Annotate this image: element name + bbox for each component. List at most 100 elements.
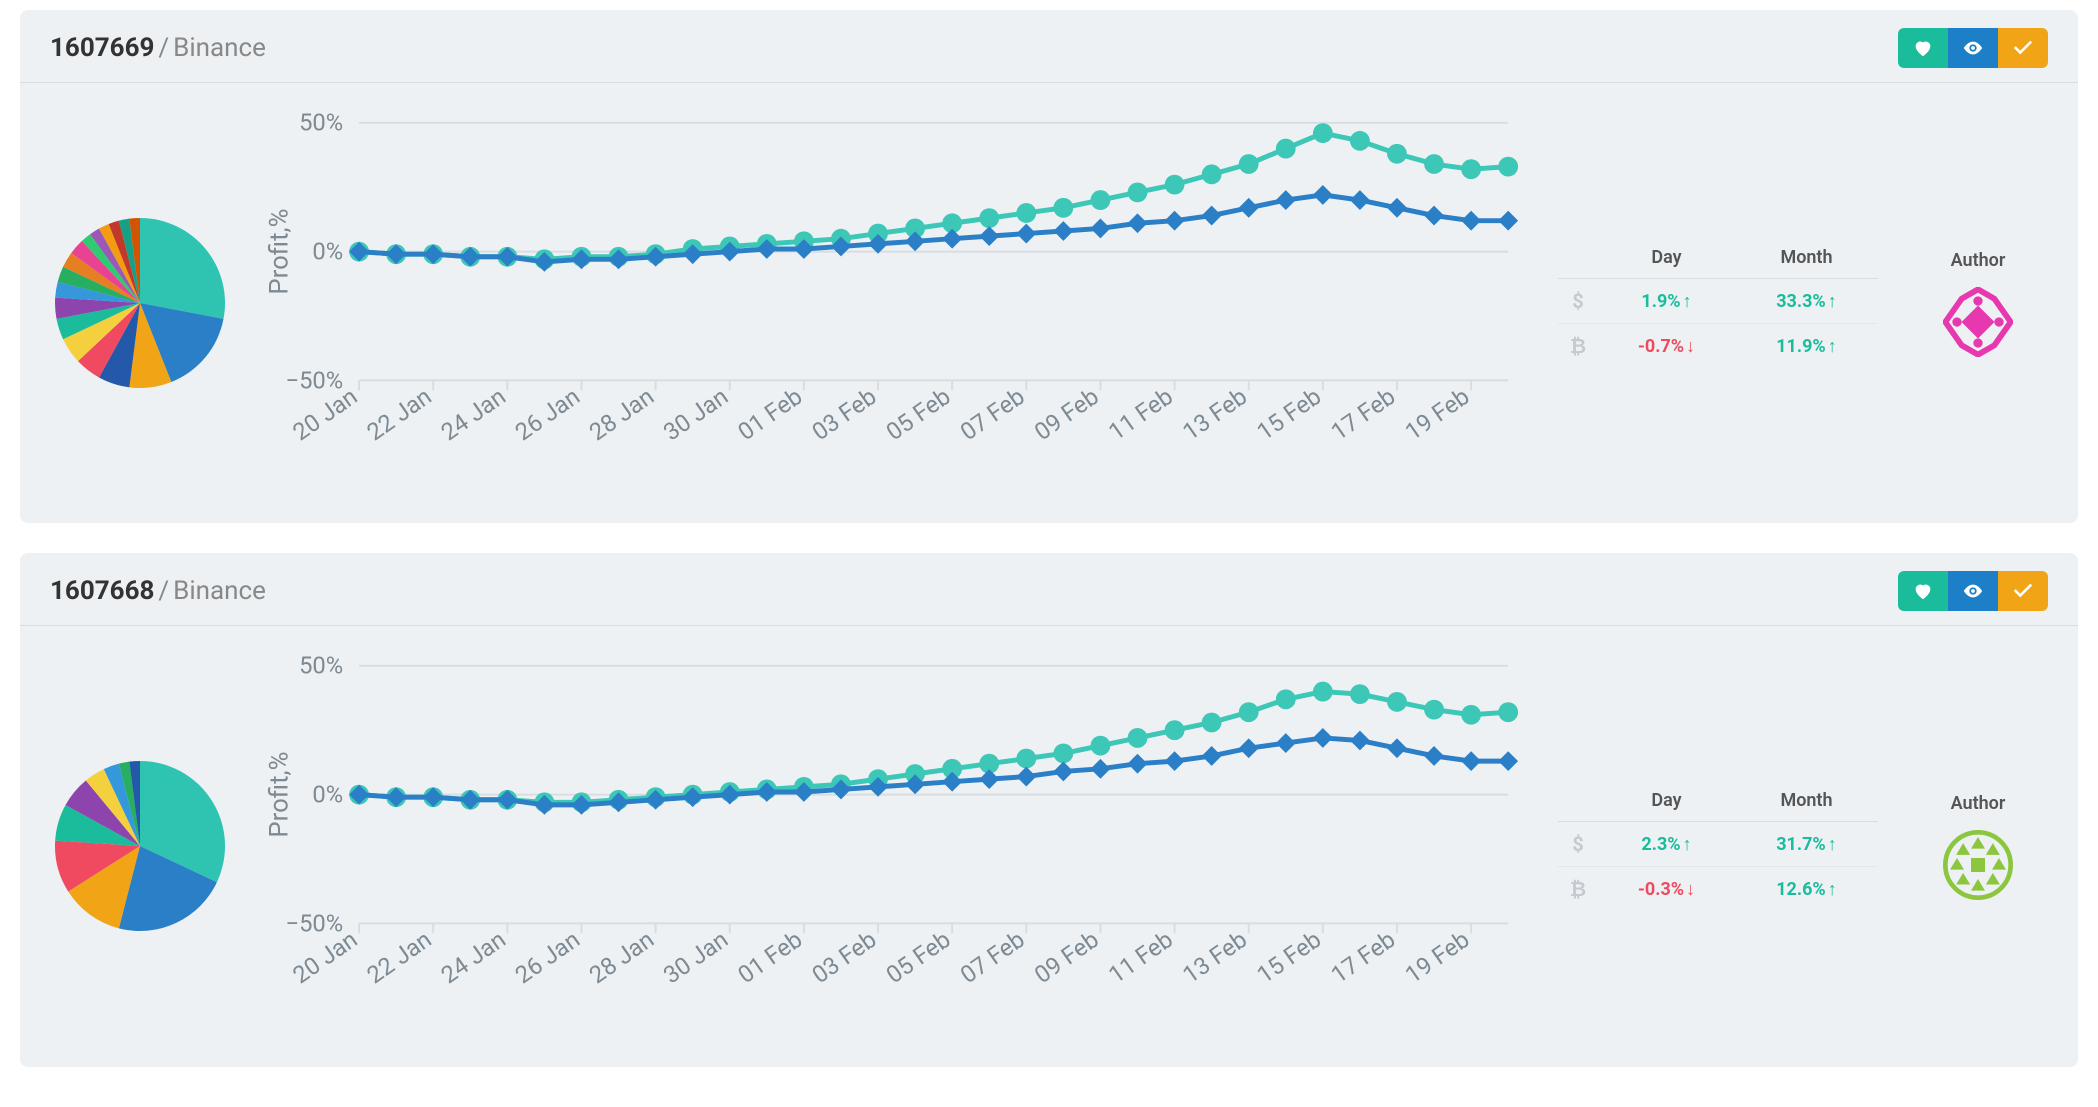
svg-text:17 Feb: 17 Feb [1326, 925, 1401, 989]
arrow-up-icon: ↑ [1828, 336, 1837, 357]
allocation-pie-chart [50, 218, 230, 388]
arrow-up-icon: ↑ [1828, 879, 1837, 900]
svg-text:30 Jan: 30 Jan [658, 925, 733, 989]
portfolio-id: 1607668 [50, 576, 154, 606]
svg-text:19 Feb: 19 Feb [1400, 382, 1475, 446]
stat-value: 33.3% [1776, 291, 1826, 312]
arrow-up-icon: ↑ [1828, 291, 1837, 312]
svg-text:09 Feb: 09 Feb [1029, 382, 1104, 446]
stat-value: 12.6% [1776, 879, 1826, 900]
svg-text:15 Feb: 15 Feb [1252, 382, 1327, 446]
action-buttons [1898, 28, 2048, 68]
stats-day-value: 1.9%↑ [1598, 279, 1735, 324]
svg-text:19 Feb: 19 Feb [1400, 925, 1475, 989]
svg-text:26 Jan: 26 Jan [510, 382, 585, 446]
svg-text:07 Feb: 07 Feb [955, 382, 1030, 446]
svg-text:28 Jan: 28 Jan [584, 925, 659, 989]
eye-icon [1962, 580, 1984, 602]
stats-day-value: 2.3%↑ [1598, 822, 1735, 867]
svg-text:03 Feb: 03 Feb [807, 925, 882, 989]
arrow-up-icon: ↑ [1683, 834, 1692, 855]
portfolio-id: 1607669 [50, 33, 154, 63]
stats-header-blank [1558, 237, 1598, 279]
arrow-down-icon: ↓ [1686, 879, 1695, 900]
check-icon [2012, 37, 2034, 59]
currency-icon: $ [1558, 822, 1598, 867]
svg-text:24 Jan: 24 Jan [436, 382, 511, 446]
card-title: 1607668/Binance [50, 576, 266, 606]
stat-value: 11.9% [1776, 336, 1826, 357]
title-separator: / [158, 33, 169, 63]
card-body: −50%0%50%20 Jan22 Jan24 Jan26 Jan28 Jan3… [20, 626, 2078, 1066]
arrow-up-icon: ↑ [1683, 291, 1692, 312]
watch-button[interactable] [1948, 571, 1998, 611]
profit-line-chart: −50%0%50%20 Jan22 Jan24 Jan26 Jan28 Jan3… [260, 103, 1528, 503]
currency-icon: $ [1558, 279, 1598, 324]
stats-row: ₿ -0.3%↓ 12.6%↑ [1558, 867, 1878, 913]
svg-text:01 Feb: 01 Feb [733, 382, 808, 446]
arrow-up-icon: ↑ [1828, 834, 1837, 855]
author-label: Author [1908, 793, 2048, 814]
approve-button[interactable] [1998, 28, 2048, 68]
eye-icon [1962, 37, 1984, 59]
svg-text:22 Jan: 22 Jan [362, 925, 437, 989]
exchange-name: Binance [173, 576, 266, 606]
stats-month-value: 11.9%↑ [1735, 324, 1878, 370]
favorite-button[interactable] [1898, 571, 1948, 611]
author-column: Author [1908, 793, 2048, 900]
card-title: 1607669/Binance [50, 33, 266, 63]
svg-text:Profit,%: Profit,% [265, 752, 295, 838]
exchange-name: Binance [173, 33, 266, 63]
stats-month-value: 33.3%↑ [1735, 279, 1878, 324]
svg-text:Profit,%: Profit,% [265, 209, 295, 295]
svg-text:13 Feb: 13 Feb [1178, 382, 1253, 446]
portfolio-card: 1607668/Binance −50%0%50%20 Jan22 Jan24 J… [20, 553, 2078, 1066]
stat-value: 31.7% [1776, 834, 1826, 855]
stat-value: 2.3% [1641, 834, 1680, 855]
currency-icon: ₿ [1558, 324, 1598, 370]
card-body: −50%0%50%20 Jan22 Jan24 Jan26 Jan28 Jan3… [20, 83, 2078, 523]
svg-text:03 Feb: 03 Feb [807, 382, 882, 446]
portfolio-card: 1607669/Binance−50%0%50%20 Jan22 Jan24 J… [20, 10, 2078, 523]
stat-value: -0.7% [1638, 336, 1684, 357]
stats-month-value: 12.6%↑ [1735, 867, 1878, 913]
svg-text:50%: 50% [299, 109, 343, 137]
arrow-down-icon: ↓ [1686, 336, 1695, 357]
card-header: 1607669/Binance [20, 10, 2078, 83]
svg-text:15 Feb: 15 Feb [1252, 925, 1327, 989]
profit-line-chart: −50%0%50%20 Jan22 Jan24 Jan26 Jan28 Jan3… [260, 646, 1528, 1046]
stats-header-month: Month [1735, 780, 1878, 822]
currency-icon: ₿ [1558, 867, 1598, 913]
svg-text:22 Jan: 22 Jan [362, 382, 437, 446]
author-avatar[interactable] [1943, 287, 2013, 357]
action-buttons [1898, 571, 2048, 611]
heart-icon [1912, 37, 1934, 59]
stats-table: DayMonth$2.3%↑31.7%↑₿-0.3%↓12.6%↑ [1558, 780, 1878, 912]
author-label: Author [1908, 250, 2048, 271]
stat-value: -0.3% [1638, 879, 1684, 900]
stat-value: 1.9% [1641, 291, 1680, 312]
svg-text:05 Feb: 05 Feb [881, 382, 956, 446]
watch-button[interactable] [1948, 28, 1998, 68]
svg-text:24 Jan: 24 Jan [436, 925, 511, 989]
stats-day-value: -0.7%↓ [1598, 324, 1735, 370]
stats-header-day: Day [1598, 780, 1735, 822]
approve-button[interactable] [1998, 571, 2048, 611]
svg-text:0%: 0% [312, 238, 343, 266]
heart-icon [1912, 580, 1934, 602]
svg-text:30 Jan: 30 Jan [658, 382, 733, 446]
svg-text:28 Jan: 28 Jan [584, 382, 659, 446]
svg-text:26 Jan: 26 Jan [510, 925, 585, 989]
stats-month-value: 31.7%↑ [1735, 822, 1878, 867]
svg-text:17 Feb: 17 Feb [1326, 382, 1401, 446]
check-icon [2012, 580, 2034, 602]
svg-text:09 Feb: 09 Feb [1029, 925, 1104, 989]
stats-row: $2.3%↑31.7%↑ [1558, 822, 1878, 867]
svg-text:05 Feb: 05 Feb [881, 925, 956, 989]
author-column: Author [1908, 250, 2048, 357]
stats-header-month: Month [1735, 237, 1878, 279]
svg-text:50%: 50% [299, 652, 343, 680]
favorite-button[interactable] [1898, 28, 1948, 68]
author-avatar[interactable] [1943, 830, 2013, 900]
svg-text:13 Feb: 13 Feb [1178, 925, 1253, 989]
